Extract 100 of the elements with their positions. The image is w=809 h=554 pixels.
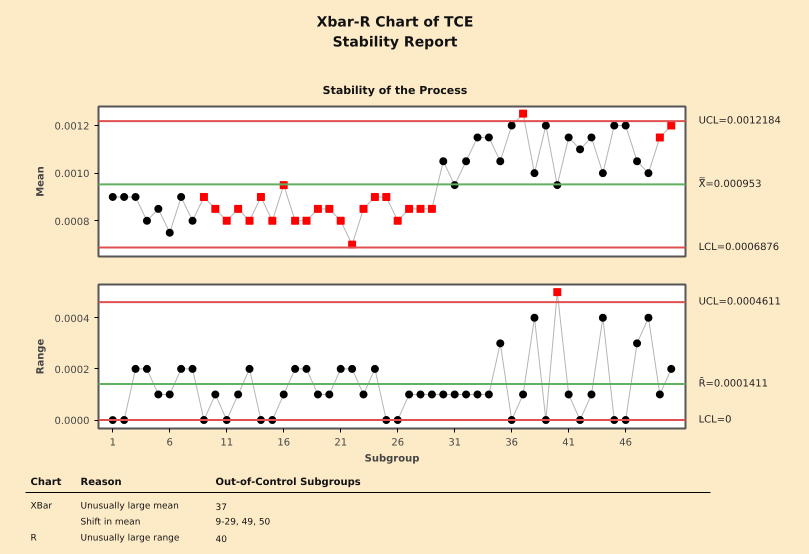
point bbox=[633, 339, 642, 348]
point bbox=[462, 157, 470, 166]
point bbox=[268, 216, 276, 225]
point bbox=[428, 390, 436, 398]
point bbox=[246, 216, 254, 225]
y-tick-label: 0.0008 bbox=[54, 216, 90, 228]
point bbox=[610, 122, 618, 130]
point bbox=[188, 364, 197, 373]
point bbox=[405, 390, 414, 398]
point bbox=[633, 157, 642, 166]
text: 40 bbox=[216, 535, 228, 545]
point bbox=[166, 228, 174, 237]
point bbox=[622, 122, 630, 130]
point bbox=[394, 216, 402, 225]
point bbox=[142, 364, 151, 373]
y-tick-label: 0.0012 bbox=[54, 122, 90, 133]
point bbox=[667, 364, 676, 373]
point bbox=[348, 364, 356, 373]
point bbox=[530, 169, 538, 178]
x-tick-label: 26 bbox=[391, 438, 404, 448]
text: Unusually large mean bbox=[80, 502, 179, 512]
point bbox=[336, 364, 345, 373]
y-tick-label: 0.0002 bbox=[54, 364, 90, 376]
point bbox=[644, 314, 652, 322]
ref-line-label: LCL=0 bbox=[698, 414, 732, 426]
point bbox=[576, 145, 584, 154]
point bbox=[519, 110, 528, 118]
point bbox=[302, 216, 311, 225]
point bbox=[177, 364, 186, 373]
point bbox=[166, 390, 174, 398]
point bbox=[120, 192, 128, 201]
point bbox=[473, 390, 482, 398]
point bbox=[177, 192, 186, 201]
point bbox=[360, 204, 368, 213]
ref-line-label: UCL=0.0004611 bbox=[698, 296, 781, 308]
point bbox=[325, 390, 334, 398]
point bbox=[656, 133, 664, 142]
point bbox=[519, 390, 528, 398]
point bbox=[291, 364, 300, 373]
point bbox=[496, 339, 504, 348]
point bbox=[314, 390, 322, 398]
point bbox=[496, 157, 504, 166]
point bbox=[302, 364, 311, 373]
point bbox=[222, 216, 231, 225]
x-tick-label: 21 bbox=[334, 438, 348, 448]
text: Shift in mean bbox=[80, 518, 140, 528]
x-tick-label: 1 bbox=[110, 438, 116, 448]
text: R bbox=[30, 534, 37, 544]
x-tick-label: 46 bbox=[619, 438, 632, 448]
point bbox=[325, 204, 334, 213]
point bbox=[598, 169, 607, 178]
point bbox=[553, 288, 562, 296]
point bbox=[132, 364, 140, 373]
point bbox=[132, 192, 140, 201]
point bbox=[382, 192, 390, 201]
x-tick-label: 16 bbox=[277, 438, 290, 448]
ref-line-label: R̄=0.0001411 bbox=[698, 376, 768, 390]
y-tick-label: 0.0010 bbox=[54, 169, 90, 180]
y-axis-title: Range bbox=[36, 338, 47, 374]
point bbox=[416, 390, 424, 398]
point bbox=[450, 390, 459, 398]
point bbox=[188, 216, 197, 225]
text: Out-of-Control Subgroups bbox=[216, 477, 361, 488]
point bbox=[234, 390, 242, 398]
point bbox=[291, 216, 300, 225]
point bbox=[530, 314, 538, 322]
y-axis-title: Mean bbox=[36, 166, 47, 197]
x-axis-title: Subgroup bbox=[364, 454, 420, 464]
point bbox=[462, 390, 470, 398]
text: 9-29, 49, 50 bbox=[216, 518, 271, 528]
x-tick-label: 11 bbox=[220, 438, 234, 448]
point bbox=[211, 390, 220, 398]
point bbox=[564, 390, 573, 398]
point bbox=[598, 314, 607, 322]
point bbox=[644, 169, 652, 178]
point bbox=[234, 204, 242, 213]
ref-line-label: LCL=0.0006876 bbox=[698, 242, 780, 254]
point bbox=[211, 204, 220, 213]
point bbox=[405, 204, 414, 213]
point bbox=[564, 133, 573, 142]
text: 37 bbox=[216, 503, 227, 513]
point bbox=[508, 122, 516, 130]
point bbox=[439, 157, 448, 166]
point bbox=[428, 204, 436, 213]
point bbox=[484, 133, 493, 142]
text: Reason bbox=[80, 477, 122, 488]
ref-line-label: UCL=0.0012184 bbox=[698, 116, 781, 127]
point bbox=[484, 390, 493, 398]
point bbox=[108, 192, 117, 201]
point bbox=[370, 192, 379, 201]
point bbox=[360, 390, 368, 398]
text: Unusually large range bbox=[80, 534, 180, 544]
point bbox=[154, 390, 162, 398]
point bbox=[336, 216, 345, 225]
chart-title: Xbar-R Chart of TCE bbox=[316, 14, 474, 30]
point bbox=[256, 192, 265, 201]
y-tick-label: 0.0000 bbox=[54, 416, 90, 428]
text: XBar bbox=[30, 502, 52, 512]
point bbox=[587, 390, 596, 398]
point bbox=[439, 390, 448, 398]
